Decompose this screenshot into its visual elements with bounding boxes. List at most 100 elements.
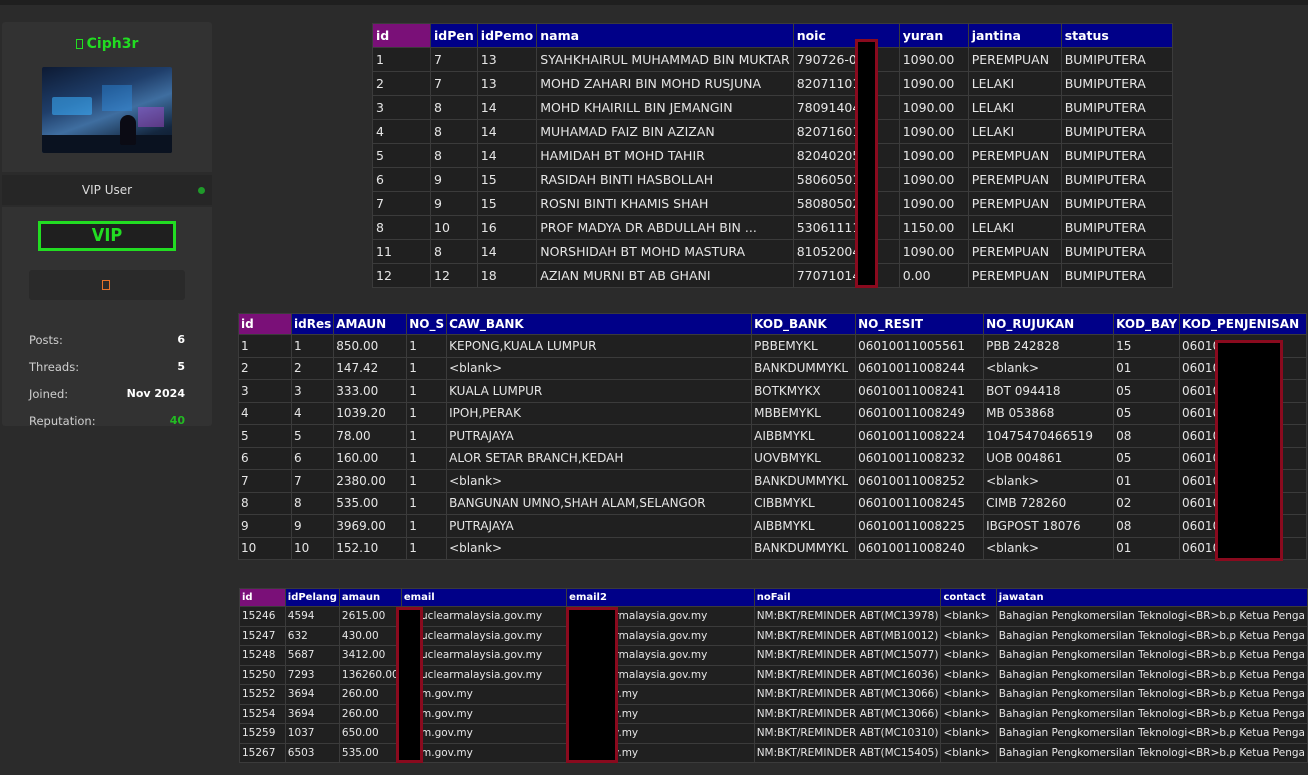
table-cell[interactable]: 260.00 xyxy=(338,703,402,724)
table-cell[interactable]: BUMIPUTERA xyxy=(1060,47,1173,72)
table-cell[interactable]: IBGPOST 18076 xyxy=(983,514,1115,538)
table-row[interactable]: 15247 632 430.00 @nuclearmalaysia.gov.my @nu… xyxy=(239,625,1308,646)
table-cell[interactable]: PEREMPUAN xyxy=(967,191,1062,216)
table-cell[interactable]: 1039.20 xyxy=(333,401,408,425)
table-cell[interactable]: 8 xyxy=(290,491,335,515)
table-cell[interactable]: 15 xyxy=(476,167,538,192)
column-header[interactable]: id xyxy=(372,23,431,48)
table-cell[interactable]: 1090.00 xyxy=(898,119,969,144)
table-cell[interactable]: BANKDUMMYKL xyxy=(751,536,857,560)
table-cell[interactable]: 1090.00 xyxy=(898,47,969,72)
table-cell[interactable]: IPOH,PERAK xyxy=(446,401,753,425)
column-header[interactable]: NO_RESIT xyxy=(855,313,985,335)
table-cell[interactable]: SYAHKHAIRUL MUHAMMAD BIN MUKTAR xyxy=(536,47,794,72)
table-cell[interactable]: BUMIPUTERA xyxy=(1060,263,1173,288)
column-header[interactable]: idRes xyxy=(290,313,335,335)
table-cell[interactable]: 1 xyxy=(406,379,448,403)
username-text[interactable]: Ciph3r xyxy=(86,36,139,52)
table-cell[interactable]: 1 xyxy=(238,334,292,358)
table-cell[interactable]: ROSNI BINTI KHAMIS SHAH xyxy=(536,191,794,216)
table-cell[interactable]: 01 xyxy=(1113,469,1181,493)
table-cell[interactable]: 6 xyxy=(238,446,292,470)
table-cell[interactable]: 5 xyxy=(290,424,335,448)
table-cell[interactable]: MB 053868 xyxy=(983,401,1115,425)
table-cell[interactable]: 06010011008252 xyxy=(855,469,985,493)
table-cell[interactable]: NM:BKT/REMINDER ABT(MC15405) xyxy=(753,742,942,763)
table-row[interactable]: 2 7 13 MOHD ZAHARI BIN MOHD RUSJUNA 82071101… xyxy=(372,71,1173,96)
table-cell[interactable]: 06010011008249 xyxy=(855,401,985,425)
table-row[interactable]: 12 12 18 AZIAN MURNI BT AB GHANI 770710145 0.… xyxy=(372,263,1173,288)
table-cell[interactable]: 12 xyxy=(372,263,431,288)
table-cell[interactable]: 580805025 xyxy=(792,191,900,216)
table-cell[interactable]: 820716016 xyxy=(792,119,900,144)
table-cell[interactable]: @nm.gov.my xyxy=(400,742,568,763)
table-cell[interactable]: 08 xyxy=(1113,424,1181,448)
table-cell[interactable]: Bahagian Pengkomersilan Teknologi<BR>b.p… xyxy=(995,664,1308,685)
table-cell[interactable]: PEREMPUAN xyxy=(967,47,1062,72)
table-cell[interactable]: 3 xyxy=(372,95,431,120)
table-cell[interactable]: 06010011008232 xyxy=(855,446,985,470)
column-header[interactable]: status xyxy=(1060,23,1173,48)
table-cell[interactable]: UOVBMYKL xyxy=(751,446,857,470)
avatar[interactable] xyxy=(42,67,172,153)
table-cell[interactable]: 06010011008225 xyxy=(855,514,985,538)
table-cell[interactable]: 15250 xyxy=(239,664,286,685)
column-header[interactable]: idPelang xyxy=(284,588,340,607)
table-cell[interactable]: 770710145 xyxy=(792,263,900,288)
table-cell[interactable]: <blank> xyxy=(446,469,753,493)
table-cell[interactable]: BUMIPUTERA xyxy=(1060,71,1173,96)
table-cell[interactable]: BUMIPUTERA xyxy=(1060,167,1173,192)
column-header[interactable]: KOD_BANK xyxy=(751,313,857,335)
table-cell[interactable]: 7 xyxy=(238,469,292,493)
table-cell[interactable]: 10 xyxy=(238,536,292,560)
table-cell[interactable]: 1 xyxy=(290,334,335,358)
table-cell[interactable]: Bahagian Pengkomersilan Teknologi<BR>b.p… xyxy=(995,606,1308,627)
table-row[interactable]: 8 8 535.00 1 BANGUNAN UMNO,SHAH ALAM,SELANGO… xyxy=(238,491,1308,515)
table-cell[interactable]: PUTRAJAYA xyxy=(446,514,753,538)
column-header[interactable]: idPen xyxy=(430,23,478,48)
table-cell[interactable]: <blank> xyxy=(983,536,1115,560)
table-row[interactable]: 10 10 152.10 1 <blank> BANKDUMMYKL 06010011008… xyxy=(238,536,1308,560)
table-cell[interactable]: 7 xyxy=(430,71,478,96)
table-cell[interactable]: BUMIPUTERA xyxy=(1060,95,1173,120)
table-cell[interactable]: UOB 004861 xyxy=(983,446,1115,470)
table-cell[interactable]: BANGUNAN UMNO,SHAH ALAM,SELANGOR xyxy=(446,491,753,515)
table-cell[interactable]: 4594 xyxy=(284,606,340,627)
table-cell[interactable]: 810520045 xyxy=(792,239,900,264)
table-cell[interactable]: <blank> xyxy=(446,536,753,560)
table-cell[interactable]: 8 xyxy=(430,119,478,144)
table-cell[interactable]: BUMIPUTERA xyxy=(1060,191,1173,216)
table-cell[interactable]: NM:BKT/REMINDER ABT(MC13066) xyxy=(753,703,942,724)
table-cell[interactable]: 8 xyxy=(430,143,478,168)
table-cell[interactable]: 850.00 xyxy=(333,334,408,358)
table-cell[interactable]: 1 xyxy=(406,334,448,358)
table-cell[interactable]: 1090.00 xyxy=(898,239,969,264)
table-cell[interactable]: 11 xyxy=(372,239,431,264)
column-header[interactable]: KOD_PENJENISAN xyxy=(1179,313,1308,335)
table-cell[interactable]: 13 xyxy=(476,47,538,72)
table-cell[interactable]: 3694 xyxy=(284,684,340,705)
table-cell[interactable]: MOHD KHAIRILL BIN JEMANGIN xyxy=(536,95,794,120)
table-cell[interactable]: 820402055 xyxy=(792,143,900,168)
table-cell[interactable]: LELAKI xyxy=(967,215,1062,240)
table-cell[interactable]: 01 xyxy=(1113,356,1181,380)
table-cell[interactable]: <blank> xyxy=(940,684,997,705)
table-cell[interactable]: 15247 xyxy=(239,625,286,646)
table-cell[interactable]: 1 xyxy=(406,401,448,425)
table-cell[interactable]: <blank> xyxy=(940,645,997,666)
table-cell[interactable]: 790726-01- xyxy=(792,47,900,72)
table-cell[interactable]: 9 xyxy=(290,514,335,538)
column-header[interactable]: NO_S xyxy=(406,313,448,335)
table-cell[interactable]: 15254 xyxy=(239,703,286,724)
table-cell[interactable]: PEREMPUAN xyxy=(967,143,1062,168)
table-cell[interactable]: ALOR SETAR BRANCH,KEDAH xyxy=(446,446,753,470)
table-cell[interactable]: 14 xyxy=(476,143,538,168)
table-cell[interactable]: <blank> xyxy=(940,625,997,646)
table-cell[interactable]: 2380.00 xyxy=(333,469,408,493)
table-cell[interactable]: 0.00 xyxy=(898,263,969,288)
table-cell[interactable]: 14 xyxy=(476,119,538,144)
table-row[interactable]: 3 8 14 MOHD KHAIRILL BIN JEMANGIN 780914045 1… xyxy=(372,95,1173,120)
table-row[interactable]: 1 7 13 SYAHKHAIRUL MUHAMMAD BIN MUKTAR 79072… xyxy=(372,47,1173,72)
table-cell[interactable]: 05 xyxy=(1113,446,1181,470)
table-cell[interactable]: LELAKI xyxy=(967,119,1062,144)
